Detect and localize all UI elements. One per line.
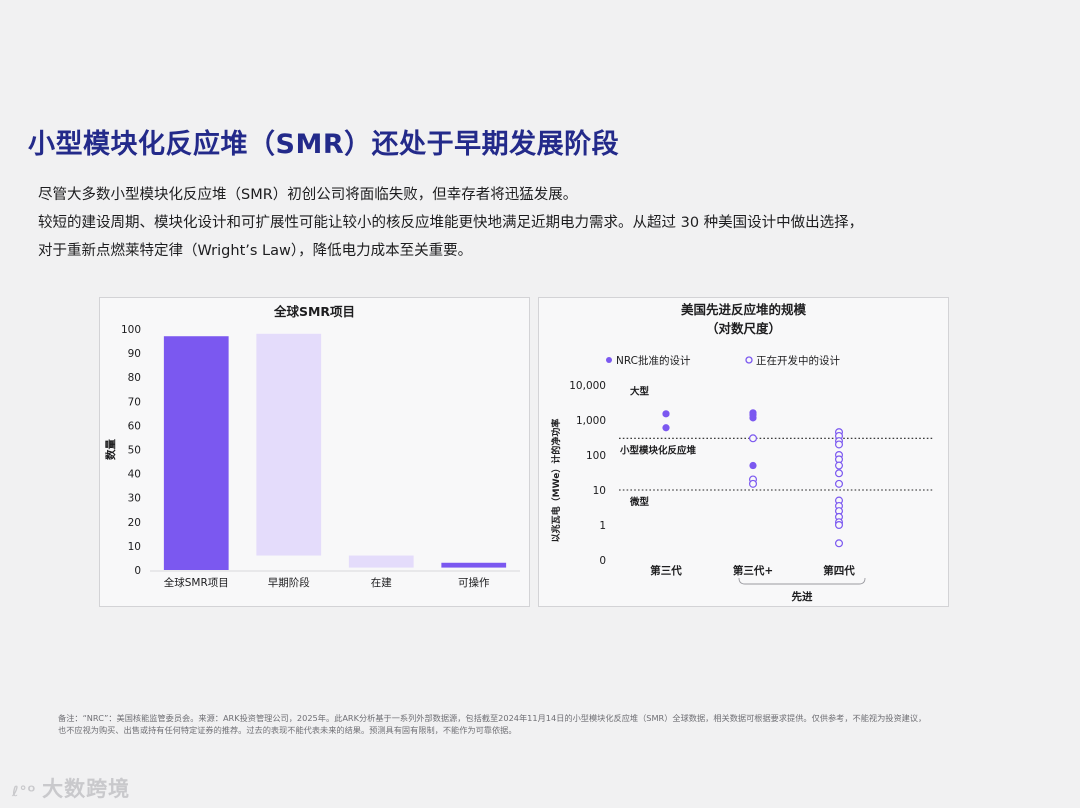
scatter-chart-svg: NRC批准的设计 正在开发中的设计 0 1 10 100 1,000 10,000 以兆瓦电（M… xyxy=(550,354,934,603)
y-tick-label: 20 xyxy=(128,517,141,529)
region-label: 微型 xyxy=(629,496,650,508)
data-point-developing xyxy=(749,434,758,443)
data-point-approved xyxy=(662,410,670,418)
y-tick-label: 0 xyxy=(599,555,606,567)
y-tick-label: 10,000 xyxy=(569,380,606,392)
x-tick-label: 在建 xyxy=(371,576,392,589)
region-label: 小型模块化反应堆 xyxy=(619,444,697,456)
footnote-line-2: 也不应视为购买、出售或持有任何特定证券的推荐。过去的表现不能代表未来的结果。预测… xyxy=(58,725,517,735)
legend-label: NRC批准的设计 xyxy=(616,354,691,367)
page-title: 小型模块化反应堆（SMR）还处于早期发展阶段 xyxy=(28,129,620,160)
y-axis-label: 以兆瓦电（MWe）计的净功率 xyxy=(550,419,562,543)
scatter-chart-title-1: 美国先进反应堆的规模 xyxy=(680,302,806,317)
body-text: 尽管大多数小型模块化反应堆（SMR）初创公司将面临失败，但幸存者将迅猛发展。 较… xyxy=(38,181,863,265)
group-bracket xyxy=(738,577,866,585)
x-tick-label: 早期阶段 xyxy=(268,576,310,589)
region-label: 大型 xyxy=(630,385,650,397)
data-point-developing xyxy=(835,440,844,449)
watermark-logo-icon: ℓ°ᴼ xyxy=(12,784,37,800)
y-tick-label: 100 xyxy=(121,324,141,336)
y-tick-label: 10 xyxy=(128,541,141,553)
x-tick-label: 第三代+ xyxy=(733,564,773,577)
legend-label: 正在开发中的设计 xyxy=(756,354,840,367)
y-axis-label: 数量 xyxy=(104,439,117,461)
bar xyxy=(256,333,322,556)
y-tick-label: 60 xyxy=(128,420,141,432)
data-point-developing xyxy=(835,469,844,478)
x-tick-label: 第四代 xyxy=(823,564,855,577)
body-line-3: 对于重新点燃莱特定律（Wright’s Law），降低电力成本至关重要。 xyxy=(38,243,473,259)
data-point-developing xyxy=(835,539,844,548)
bar-chart-title: 全球SMR项目 xyxy=(273,304,356,319)
scatter-chart-panel: 美国先进反应堆的规模 （对数尺度） NRC批准的设计 正在开发中的设计 0 1 10 10… xyxy=(538,297,949,607)
y-tick-label: 10 xyxy=(593,485,606,497)
data-point-developing xyxy=(749,479,758,488)
data-point-developing xyxy=(835,461,844,470)
y-tick-label: 80 xyxy=(128,372,141,384)
data-point-approved xyxy=(749,461,757,470)
data-point-approved xyxy=(749,414,757,422)
y-tick-label: 100 xyxy=(586,450,606,462)
y-tick-label: 1,000 xyxy=(576,415,606,427)
y-tick-label: 90 xyxy=(128,348,141,360)
bar xyxy=(441,562,507,568)
footnote: 备注：“NRC”：美国核能监管委员会。来源：ARK投资管理公司，2025年。此A… xyxy=(58,712,1038,736)
data-point-developing xyxy=(835,521,844,530)
y-tick-label: 0 xyxy=(134,565,141,577)
body-line-1: 尽管大多数小型模块化反应堆（SMR）初创公司将面临失败，但幸存者将迅猛发展。 xyxy=(38,187,578,203)
x-tick-label: 可操作 xyxy=(458,576,490,589)
scatter-chart-title-2: （对数尺度） xyxy=(705,321,781,336)
footnote-line-1: 备注：“NRC”：美国核能监管委员会。来源：ARK投资管理公司，2025年。此A… xyxy=(58,713,927,723)
data-point-approved xyxy=(662,424,670,432)
bar-chart-panel: 全球SMR项目 0 10 20 30 40 50 60 70 80 90 100 数量 全球SMR项目早… xyxy=(99,297,530,607)
legend-marker-filled xyxy=(606,357,612,363)
watermark: ℓ°ᴼ 大数跨境 xyxy=(12,773,130,803)
bar xyxy=(348,555,414,568)
x-tick-label: 全球SMR项目 xyxy=(164,576,229,589)
group-label: 先进 xyxy=(792,590,813,603)
y-tick-label: 1 xyxy=(599,520,606,532)
y-tick-label: 70 xyxy=(128,396,141,408)
data-point-developing xyxy=(835,479,844,488)
watermark-text: 大数跨境 xyxy=(42,777,131,801)
legend-marker-open xyxy=(745,356,753,364)
body-line-2: 较短的建设周期、模块化设计和可扩展性可能让较小的核反应堆能更快地满足近期电力需求… xyxy=(38,215,864,231)
y-tick-label: 50 xyxy=(128,445,141,457)
y-tick-label: 40 xyxy=(128,469,141,481)
y-tick-label: 30 xyxy=(128,493,141,505)
bar xyxy=(163,336,229,570)
x-tick-label: 第三代 xyxy=(650,564,682,577)
